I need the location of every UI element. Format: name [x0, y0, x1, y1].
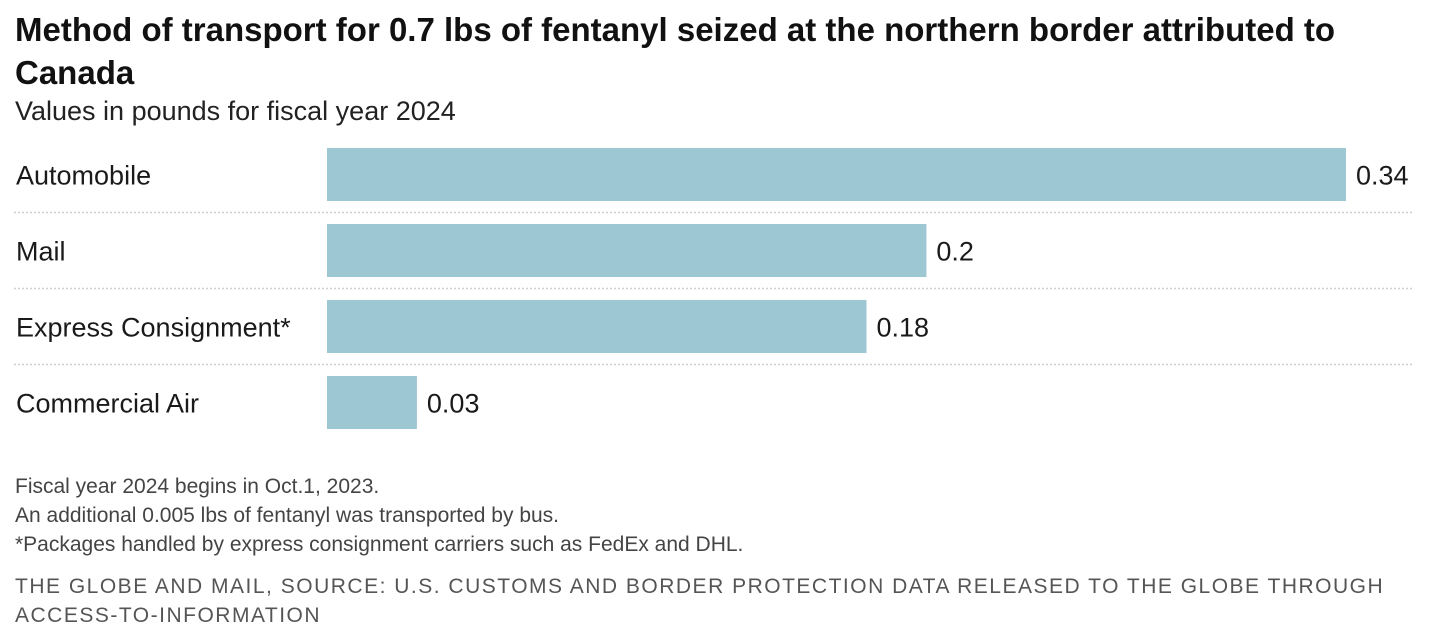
bar-3 [327, 376, 417, 429]
bar-2 [327, 300, 867, 353]
category-label-3: Commercial Air [16, 389, 199, 419]
category-label-2: Express Consignment* [16, 313, 291, 343]
value-label-3: 0.03 [427, 389, 480, 419]
bar-chart: Automobile 0.34 Mail 0.2 Express Consignment… [14, 148, 1412, 429]
value-label-2: 0.18 [876, 313, 929, 343]
footnote-bus: An additional 0.005 lbs of fentanyl was … [15, 504, 560, 527]
source-credit: THE GLOBE AND MAIL, SOURCE: U.S. CUSTOMS… [15, 575, 1385, 627]
chart-title: Method of transport for 0.7 lbs of fenta… [15, 11, 1336, 91]
footnotes: Fiscal year 2024 begins in Oct.1, 2023. … [15, 472, 743, 559]
footnote-express-consignment: *Packages handled by express consignment… [15, 533, 744, 556]
footnote-fiscal-year: Fiscal year 2024 begins in Oct.1, 2023. [15, 475, 380, 498]
value-label-0: 0.34 [1356, 161, 1409, 191]
chart-subtitle: Values in pounds for fiscal year 2024 [15, 96, 456, 126]
value-label-1: 0.2 [936, 237, 974, 267]
bar-1 [327, 224, 927, 277]
bar-0 [327, 148, 1346, 201]
category-label-0: Automobile [16, 161, 151, 191]
category-label-1: Mail [16, 237, 66, 267]
